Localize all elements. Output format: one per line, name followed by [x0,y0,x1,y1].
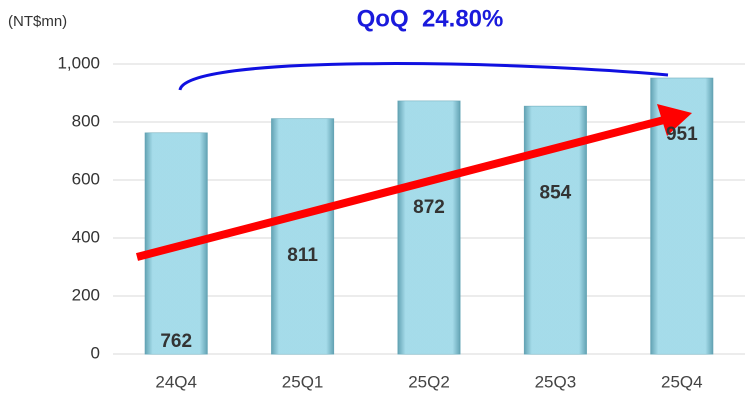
data-label: 854 [540,182,572,203]
bar-bevel [271,118,334,354]
y-tick-label: 400 [72,227,100,246]
annotation: QoQ 24.80% [357,5,504,32]
x-tick-label: 24Q4 [155,372,197,391]
data-label: 762 [160,331,192,352]
bar-bevel [398,101,460,355]
y-tick-label: 0 [91,343,100,362]
x-tick-label: 25Q4 [661,372,703,391]
x-tick-label: 25Q3 [535,372,577,391]
data-label: 811 [287,245,318,266]
trend-arrow [135,116,666,261]
y-axis-label: (NT$mn) [8,13,67,30]
data-label: 872 [413,197,445,218]
x-tick-label: 25Q1 [282,372,324,391]
y-tick-label: 200 [72,285,100,304]
y-tick-label: 1,000 [57,53,100,72]
y-tick-label: 600 [72,169,100,188]
data-label: 951 [666,124,698,145]
x-tick-label: 25Q2 [408,372,450,391]
bracket [178,62,669,91]
arrow-head [657,104,692,136]
y-tick-label: 800 [72,111,100,130]
